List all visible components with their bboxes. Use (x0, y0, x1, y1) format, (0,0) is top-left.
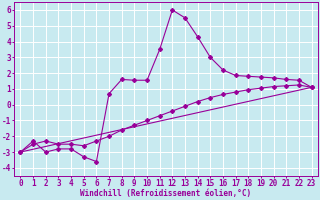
X-axis label: Windchill (Refroidissement éolien,°C): Windchill (Refroidissement éolien,°C) (80, 189, 252, 198)
